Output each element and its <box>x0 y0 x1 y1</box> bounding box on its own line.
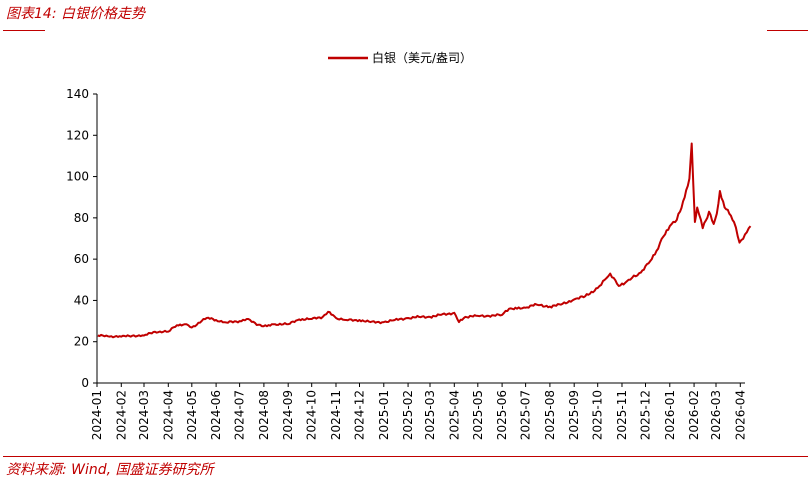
x-tick-label: 2026-04 <box>733 390 747 440</box>
x-tick-label: 2024-11 <box>329 390 343 440</box>
y-tick-label: 20 <box>74 335 89 349</box>
x-tick-label: 2024-05 <box>185 390 199 440</box>
y-tick-label: 140 <box>66 87 89 101</box>
silver-price-line <box>97 142 752 339</box>
x-tick-label: 2025-03 <box>423 390 437 440</box>
plot-area <box>97 142 752 339</box>
y-tick-label: 120 <box>66 128 89 142</box>
x-tick-label: 2025-08 <box>543 390 557 440</box>
footer-rule <box>3 456 808 457</box>
y-tick-label: 100 <box>66 170 89 184</box>
x-tick-label: 2024-01 <box>90 390 104 440</box>
y-tick-label: 60 <box>74 252 89 266</box>
x-tick-label: 2024-10 <box>305 390 319 440</box>
x-tick-label: 2024-04 <box>161 390 175 440</box>
header-rule-left <box>3 30 45 31</box>
y-tick-label: 80 <box>74 211 89 225</box>
x-tick-label: 2024-03 <box>137 390 151 440</box>
y-axis: 0 20 40 60 80 100 120 140 <box>66 87 98 390</box>
figure-title: 图表14: 白银价格走势 <box>6 6 145 22</box>
x-tick-label: 2024-08 <box>257 390 271 440</box>
legend: 白银（美元/盎司） <box>328 50 472 65</box>
header-rule-right <box>767 30 808 31</box>
y-tick-label: 40 <box>74 293 89 307</box>
x-tick-label: 2026-02 <box>687 390 701 440</box>
x-tick-label: 2025-06 <box>495 390 509 440</box>
x-tick-label: 2024-06 <box>209 390 223 440</box>
x-tick-label: 2024-09 <box>281 390 295 440</box>
x-tick-label: 2026-01 <box>663 390 677 440</box>
y-tick-label: 0 <box>81 376 89 390</box>
x-tick-label: 2024-07 <box>233 390 247 440</box>
x-tick-label: 2025-04 <box>447 390 461 440</box>
figure-source: 资料来源: Wind, 国盛证券研究所 <box>6 462 214 478</box>
x-tick-label: 2025-07 <box>519 390 533 440</box>
x-axis: 2024-01 2024-02 2024-03 2024-04 2024-05 2024-… <box>90 382 747 440</box>
x-tick-label: 2025-12 <box>638 390 652 440</box>
x-tick-label: 2025-05 <box>471 390 485 440</box>
x-tick-label: 2025-01 <box>377 390 391 440</box>
x-tick-label: 2025-02 <box>401 390 415 440</box>
x-tick-label: 2025-09 <box>567 390 581 440</box>
x-tick-label: 2024-02 <box>114 390 128 440</box>
x-tick-label: 2025-10 <box>591 390 605 440</box>
x-tick-label: 2026-03 <box>709 390 723 440</box>
x-tick-label: 2025-11 <box>615 390 629 440</box>
x-tick-label: 2024-12 <box>352 390 366 440</box>
legend-label: 白银（美元/盎司） <box>372 50 472 65</box>
